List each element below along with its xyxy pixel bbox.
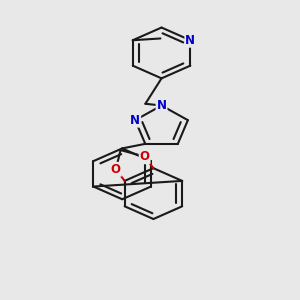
- Text: N: N: [185, 34, 195, 47]
- Text: N: N: [157, 99, 166, 112]
- Text: N: N: [130, 114, 140, 127]
- Text: O: O: [140, 150, 150, 163]
- Text: O: O: [111, 163, 121, 176]
